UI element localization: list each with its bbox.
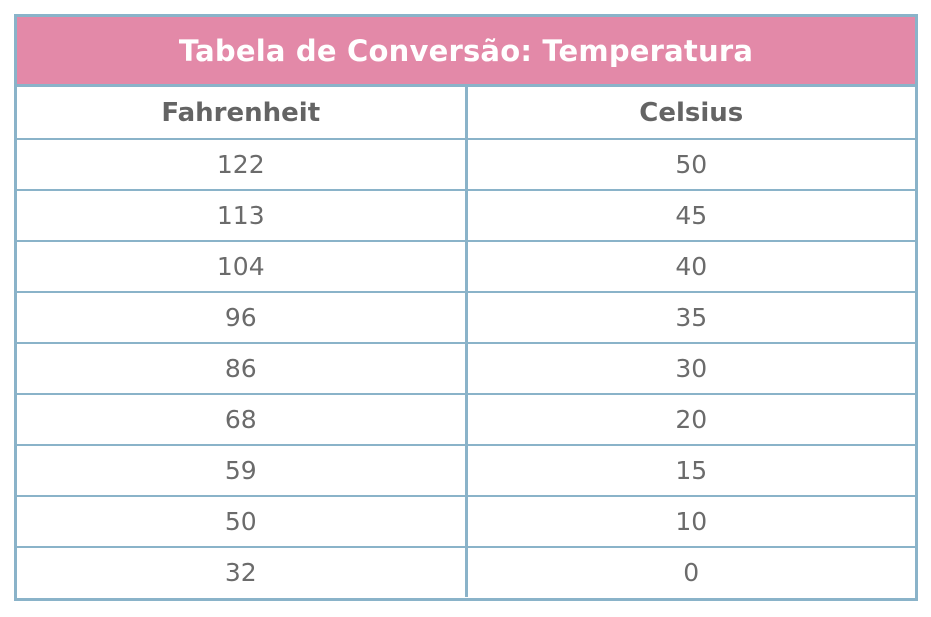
celsius-cell: 15 <box>466 445 915 497</box>
table-title-bar: Tabela de Conversão: Temperatura <box>17 17 915 87</box>
celsius-cell: 40 <box>466 241 915 293</box>
table-row: 59 15 <box>17 445 915 497</box>
table-row: 96 35 <box>17 292 915 344</box>
fahrenheit-cell: 59 <box>17 445 468 497</box>
fahrenheit-cell: 50 <box>17 496 468 548</box>
fahrenheit-cell: 104 <box>17 241 468 293</box>
conversion-table: Fahrenheit Celsius 122 50 113 45 104 40 96 35 86… <box>17 87 915 597</box>
celsius-cell: 20 <box>466 394 915 446</box>
table-row: 86 30 <box>17 343 915 395</box>
celsius-cell: 50 <box>466 139 915 191</box>
celsius-cell: 45 <box>466 190 915 242</box>
fahrenheit-cell: 113 <box>17 190 468 242</box>
celsius-cell: 0 <box>683 558 700 587</box>
table-row: 68 20 <box>17 394 915 446</box>
table-title: Tabela de Conversão: Temperatura <box>178 33 754 68</box>
table-row: 122 50 <box>17 139 915 191</box>
fahrenheit-cell: 122 <box>17 139 468 191</box>
conversion-table-frame: Tabela de Conversão: Temperatura Fahrenh… <box>14 14 918 601</box>
table-row: 104 40 <box>17 241 915 293</box>
table-row: 32 0 <box>17 547 915 597</box>
fahrenheit-cell: 68 <box>17 394 468 446</box>
fahrenheit-cell: 32 <box>17 547 468 597</box>
column-header-fahrenheit: Fahrenheit <box>17 87 468 140</box>
column-header-celsius: Celsius <box>466 87 915 140</box>
table-row: 50 10 <box>17 496 915 548</box>
header-row: Fahrenheit Celsius <box>17 87 915 140</box>
table-row: 113 45 <box>17 190 915 242</box>
celsius-cell: 35 <box>466 292 915 344</box>
fahrenheit-cell: 86 <box>17 343 468 395</box>
fahrenheit-cell: 96 <box>17 292 468 344</box>
celsius-cell: 10 <box>466 496 915 548</box>
celsius-cell: 30 <box>466 343 915 395</box>
table-body: 122 50 113 45 104 40 96 35 86 30 68 20 59 15 50 10 32 0 <box>17 139 915 597</box>
